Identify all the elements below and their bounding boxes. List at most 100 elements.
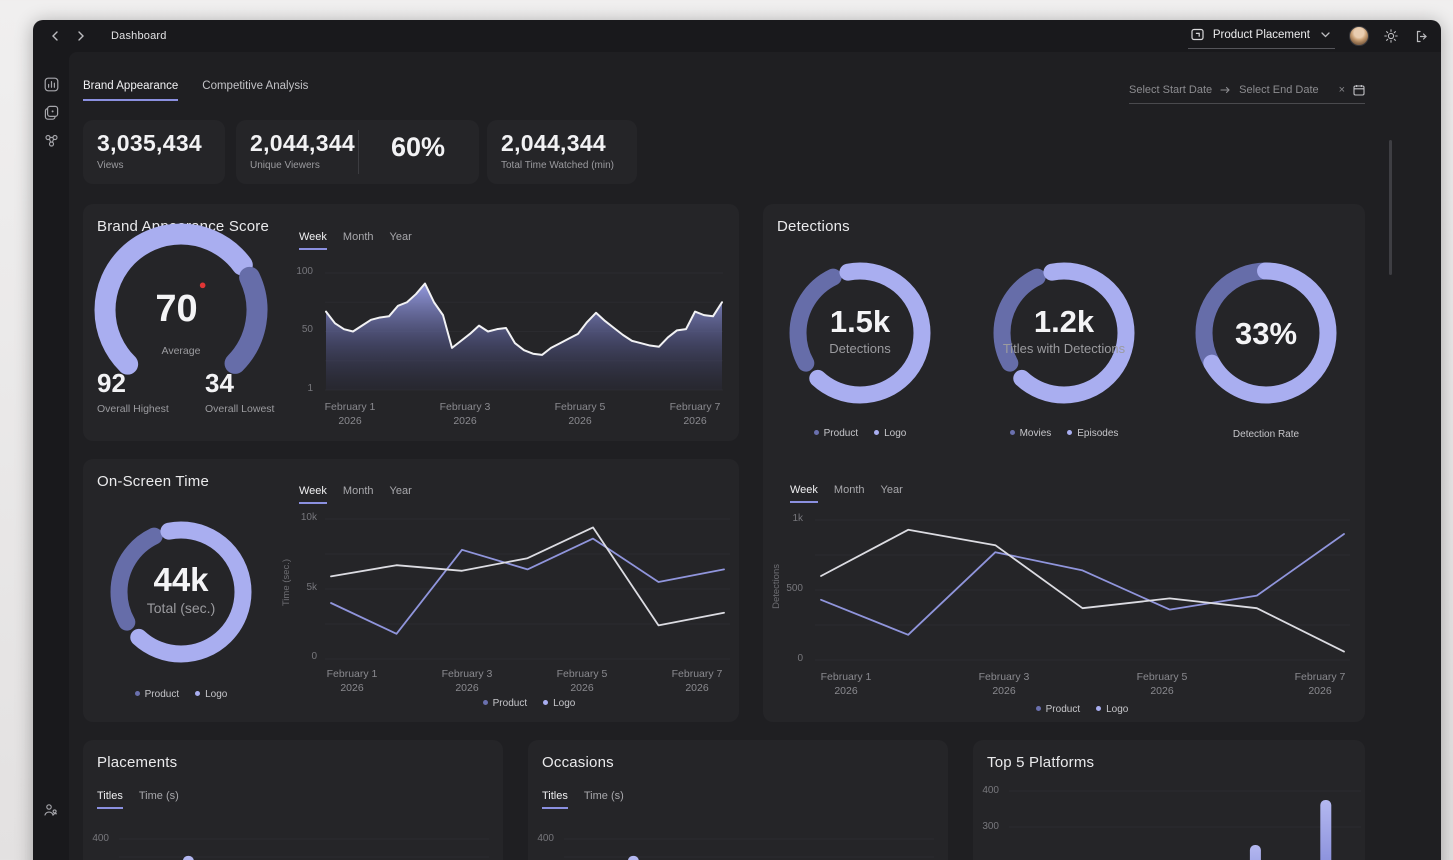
overall-lowest-value: 34	[205, 368, 234, 398]
x-label: February 3 2026	[978, 671, 1030, 698]
nav-forward-icon[interactable]	[73, 28, 89, 44]
logo-dot	[874, 430, 880, 435]
occasions-title: Occasions	[542, 754, 614, 771]
range-week[interactable]: Week	[790, 484, 818, 503]
occasions-tabs: Titles Time (s)	[542, 790, 624, 809]
onscreen-title: On-Screen Time	[97, 473, 210, 490]
tab-competitive-analysis[interactable]: Competitive Analysis	[202, 80, 309, 92]
onscreen-donut	[110, 521, 252, 663]
logo-dot	[543, 700, 549, 705]
sidebar-dashboard-icon[interactable]	[43, 76, 59, 92]
date-range-picker[interactable]: Select Start Date Select End Date ×	[1129, 84, 1365, 104]
episodes-dot	[1067, 430, 1073, 435]
alert-dot: ●	[198, 277, 207, 293]
x-label: February 7 2026	[669, 401, 721, 428]
rate-caption: Detection Rate	[1232, 429, 1300, 440]
score-average-value: 70●	[155, 277, 207, 330]
logout-icon[interactable]	[1413, 28, 1429, 44]
x-label: February 5 2026	[554, 401, 606, 428]
y-tick: 1k	[792, 513, 803, 524]
detections-title: Detections	[777, 218, 850, 235]
end-date-input[interactable]: Select End Date	[1239, 84, 1319, 96]
range-year[interactable]: Year	[880, 484, 903, 496]
workspace-select[interactable]: Product Placement	[1187, 24, 1335, 49]
workspace-select-label: Product Placement	[1212, 28, 1310, 41]
range-month[interactable]: Month	[342, 231, 374, 243]
overall-lowest: 34 Overall Lowest	[205, 368, 274, 415]
unique-viewers-label: Unique Viewers	[250, 160, 320, 171]
x-label: February 1 2026	[820, 671, 872, 698]
views-label: Views	[97, 160, 124, 171]
x-label: February 3 2026	[439, 401, 491, 428]
scrollbar[interactable]	[1389, 140, 1392, 275]
placements-title: Placements	[97, 754, 178, 771]
top-platforms-bar-chart	[1009, 790, 1361, 860]
tab-time[interactable]: Time (s)	[138, 790, 179, 802]
calendar-icon[interactable]	[1353, 84, 1365, 96]
clear-dates-icon[interactable]: ×	[1338, 84, 1345, 96]
brand-range-tabs: Week Month Year	[299, 231, 412, 250]
y-tick: 300	[982, 821, 999, 832]
score-gauge	[94, 223, 268, 397]
sidebar-library-icon[interactable]	[43, 104, 59, 120]
movies-dot	[1009, 430, 1015, 435]
product-dot	[134, 691, 140, 696]
range-year[interactable]: Year	[389, 231, 412, 243]
tab-titles[interactable]: Titles	[542, 790, 568, 809]
x-label: February 1 2026	[324, 401, 376, 428]
arrow-right-icon	[1220, 86, 1230, 94]
range-week[interactable]: Week	[299, 231, 327, 250]
range-week[interactable]: Week	[299, 485, 327, 504]
occasions-bar-chart	[564, 838, 934, 860]
detections-trend-legend: Product Logo	[982, 704, 1182, 715]
placements-card: Placements Titles Time (s) 400	[83, 740, 503, 860]
time-watched-label: Total Time Watched (min)	[501, 160, 614, 171]
unique-viewers-value: 2,044,344	[250, 130, 356, 156]
page-title: Dashboard	[111, 30, 167, 42]
y-tick: 400	[537, 833, 554, 844]
stat-card-unique-viewers: 2,044,344 Unique Viewers 60%	[236, 120, 479, 184]
detections-card: Detections 1.5k Detections 1.2k Titles wit…	[763, 204, 1365, 722]
chevron-down-icon	[1317, 27, 1333, 43]
onscreen-line-chart	[325, 518, 730, 660]
start-date-input[interactable]: Select Start Date	[1129, 84, 1213, 96]
brand-score-card: Brand Appearance Score 70● Average 92 Ov…	[83, 204, 739, 441]
product-dot	[813, 430, 819, 435]
placements-bar-chart	[119, 838, 489, 860]
titles-donut-center: 1.2k Titles with Detections	[1002, 304, 1126, 356]
x-label: February 1 2026	[326, 668, 378, 695]
brand-score-area-chart	[325, 272, 723, 391]
score-average-label: Average	[161, 345, 201, 357]
tab-titles[interactable]: Titles	[97, 790, 123, 809]
unique-viewers-percent: 60%	[390, 132, 446, 162]
sidebar-users-icon[interactable]	[43, 802, 59, 818]
range-month[interactable]: Month	[833, 484, 865, 496]
tab-time[interactable]: Time (s)	[583, 790, 624, 802]
range-month[interactable]: Month	[342, 485, 374, 497]
y-tick: 1	[307, 383, 313, 394]
overall-lowest-label: Overall Lowest	[205, 403, 275, 415]
sidebar-integrations-icon[interactable]	[43, 132, 59, 148]
page-tab-bar: Brand Appearance Competitive Analysis	[83, 80, 308, 101]
time-watched-value: 2,044,344	[501, 130, 607, 156]
divider	[358, 130, 359, 174]
theme-toggle-icon[interactable]	[1383, 28, 1399, 44]
y-tick: 100	[296, 266, 313, 277]
top-platforms-card: Top 5 Platforms 400 300	[973, 740, 1365, 860]
nav-back-icon[interactable]	[47, 28, 63, 44]
range-year[interactable]: Year	[389, 485, 412, 497]
product-dot	[482, 700, 488, 705]
avatar[interactable]	[1349, 26, 1369, 46]
product-dot	[1035, 706, 1041, 711]
y-tick: 0	[797, 653, 803, 664]
y-tick: 400	[982, 785, 999, 796]
app-window: Dashboard Product Placement	[33, 20, 1441, 860]
sidebar	[33, 52, 69, 860]
detections-donut-center: 1.5k Detections	[829, 304, 891, 356]
rate-donut	[1195, 262, 1337, 404]
rate-donut-center: 33%	[1234, 316, 1298, 351]
tab-brand-appearance[interactable]: Brand Appearance	[83, 80, 179, 101]
onscreen-trend-legend: Product Logo	[429, 698, 629, 709]
occasions-card: Occasions Titles Time (s) 400	[528, 740, 948, 860]
y-tick: 50	[301, 324, 313, 335]
